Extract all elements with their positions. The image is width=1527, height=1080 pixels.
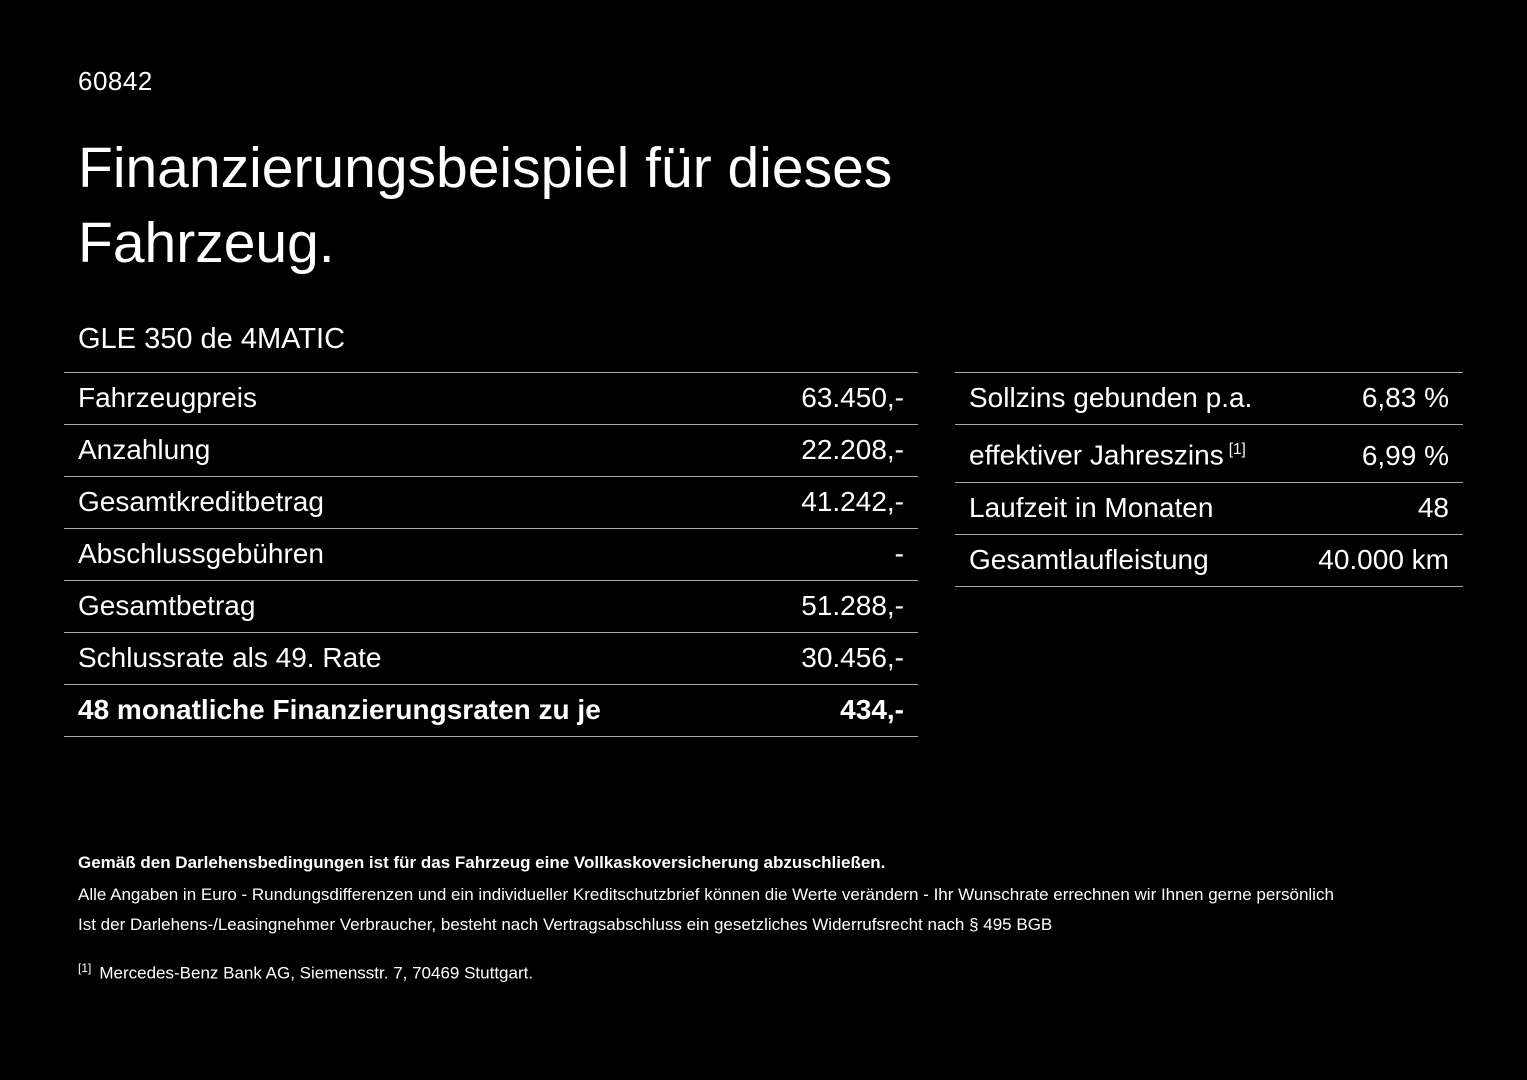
document-id: 60842 xyxy=(78,66,153,96)
row-label: Anzahlung xyxy=(78,434,211,466)
table-row-gesamtlaufleistung: Gesamtlaufleistung 40.000 km xyxy=(955,533,1463,586)
footnote-marker: [1] xyxy=(78,961,92,975)
footer-widerruf-note: Ist der Darlehens-/Leasingnehmer Verbrau… xyxy=(78,915,1053,934)
table-row-gesamtbetrag: Gesamtbetrag 51.288,- xyxy=(64,580,918,632)
row-label: Laufzeit in Monaten xyxy=(969,491,1214,523)
row-label: Abschlussgebühren xyxy=(78,538,324,570)
table-row-laufzeit: Laufzeit in Monaten 48 xyxy=(955,481,1463,534)
row-label: Schlussrate als 49. Rate xyxy=(78,642,382,674)
page-title: Finanzierungsbeispiel für dieses Fahrzeu… xyxy=(78,136,893,276)
table-row-schlussrate: Schlussrate als 49. Rate 30.456,- xyxy=(64,632,918,684)
row-value: 41.242,- xyxy=(801,486,904,518)
row-label: 48 monatliche Finanzierungsraten zu je xyxy=(78,694,601,726)
row-value: 6,83 % xyxy=(1361,382,1449,414)
row-label: Gesamtlaufleistung xyxy=(969,543,1209,575)
table-row-anzahlung: Anzahlung 22.208,- xyxy=(64,424,918,476)
row-label: Fahrzeugpreis xyxy=(78,382,257,414)
financing-table-left: Fahrzeugpreis 63.450,- Anzahlung 22.208,… xyxy=(64,372,918,738)
row-label: Gesamtkreditbetrag xyxy=(78,486,324,518)
table-row-monatliche-raten: 48 monatliche Finanzierungsraten zu je 4… xyxy=(64,684,918,736)
legal-footer: Gemäß den Darlehensbedingungen ist für d… xyxy=(78,848,1447,989)
footnote-reference: [1] xyxy=(1228,441,1246,459)
row-value: 22.208,- xyxy=(801,434,904,466)
row-label: effektiver Jahreszins [1] xyxy=(969,439,1246,471)
row-label: Gesamtbetrag xyxy=(78,590,256,622)
table-row-fahrzeugpreis: Fahrzeugpreis 63.450,- xyxy=(64,372,918,424)
financing-tables: Fahrzeugpreis 63.450,- Anzahlung 22.208,… xyxy=(64,372,1463,738)
table-row-effektiver-jahreszins: effektiver Jahreszins [1] 6,99 % xyxy=(955,424,1463,481)
row-value: 63.450,- xyxy=(801,382,904,414)
row-value: 51.288,- xyxy=(801,590,904,622)
row-value: - xyxy=(894,538,904,570)
row-value: 48 xyxy=(1417,491,1449,523)
table-row-abschlussgebuehren: Abschlussgebühren - xyxy=(64,528,918,580)
table-row-gesamtkreditbetrag: Gesamtkreditbetrag 41.242,- xyxy=(64,476,918,528)
row-label: Sollzins gebunden p.a. xyxy=(969,382,1253,414)
footnote-bank: [1] Mercedes-Benz Bank AG, Siemensstr. 7,… xyxy=(78,953,1447,989)
footer-euro-note: Alle Angaben in Euro - Rundungsdifferenz… xyxy=(78,885,1334,904)
row-value: 434,- xyxy=(840,694,904,726)
row-value: 6,99 % xyxy=(1361,439,1449,471)
footer-insurance-note: Gemäß den Darlehensbedingungen ist für d… xyxy=(78,853,886,872)
financing-table-right: Sollzins gebunden p.a. 6,83 % effektiver… xyxy=(955,372,1463,587)
footnote-text: Mercedes-Benz Bank AG, Siemensstr. 7, 70… xyxy=(99,963,534,983)
row-value: 40.000 km xyxy=(1318,543,1449,575)
vehicle-model: GLE 350 de 4MATIC xyxy=(78,323,346,356)
row-value: 30.456,- xyxy=(801,642,904,674)
table-row-sollzins: Sollzins gebunden p.a. 6,83 % xyxy=(955,372,1463,424)
